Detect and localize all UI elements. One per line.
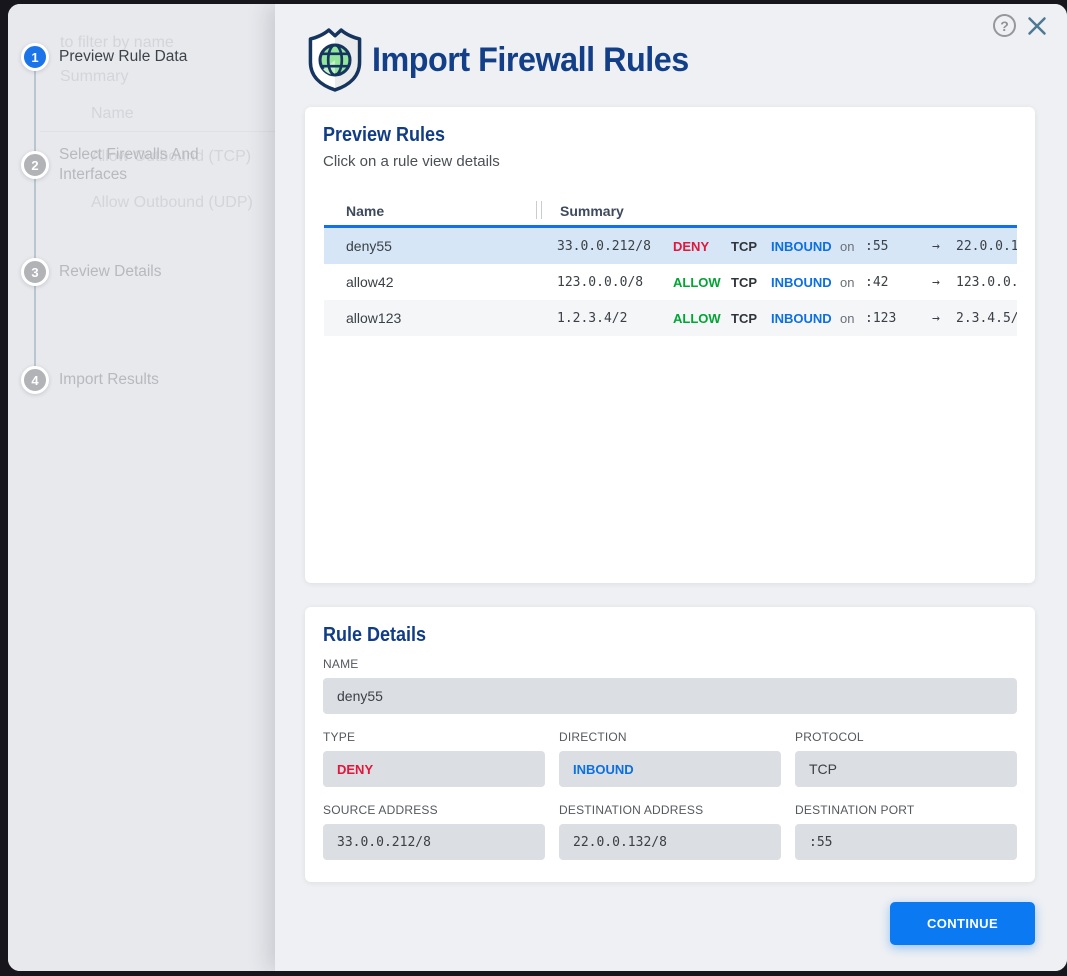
shield-globe-icon [308, 28, 362, 92]
source-address: 33.0.0.212/8 [557, 238, 651, 254]
step-number-badge: 2 [21, 151, 49, 180]
destination-address-field: 22.0.0.132/8 [559, 824, 781, 860]
rule-name: deny55 [346, 238, 392, 254]
step-label: Review Details [59, 262, 162, 280]
stepper-connector-line [34, 57, 36, 380]
rule-details-card: Rule Details NAME deny55 TYPE DENY DIREC… [305, 607, 1035, 882]
name-value: deny55 [337, 688, 383, 704]
action-badge: DENY [673, 238, 710, 254]
step-preview-rule-data[interactable]: 1 Preview Rule Data [21, 43, 187, 71]
ghost-text: Summary [60, 68, 129, 85]
step-review-details: 3 Review Details [21, 258, 162, 286]
rule-name: allow42 [346, 274, 394, 290]
direction: INBOUND [771, 238, 832, 254]
action-badge: ALLOW [673, 310, 721, 326]
name-field: deny55 [323, 678, 1017, 714]
on-text: on [840, 310, 855, 326]
destination-address-label: DESTINATION ADDRESS [559, 803, 704, 817]
destination-port-value: :55 [809, 834, 833, 850]
on-text: on [840, 274, 855, 290]
column-header-summary[interactable]: Summary [560, 203, 624, 219]
rule-row-allow123[interactable]: allow123 1.2.3.4/2 ALLOW TCP INBOUND on … [324, 300, 1017, 336]
step-number-badge: 3 [21, 258, 49, 286]
ghost-divider [40, 131, 275, 132]
step-number-badge: 4 [21, 366, 49, 394]
name-label: NAME [323, 657, 359, 671]
wizard-stepper-panel: to filter by name Summary Name Allow Out… [8, 4, 275, 971]
rules-table-header: Name Summary [324, 195, 1017, 228]
dialog-header: Import Firewall Rules [308, 28, 705, 92]
on-text: on [840, 238, 855, 254]
step-select-firewalls-and-interfaces: 2 Select Firewalls And Interfaces [21, 145, 239, 186]
rule-summary: 1.2.3.4/2 ALLOW TCP INBOUND on :123 → 2.… [557, 300, 1017, 336]
destination-port-label: DESTINATION PORT [795, 803, 915, 817]
column-resize-handle[interactable] [536, 201, 542, 219]
protocol: TCP [731, 310, 757, 326]
preview-rules-title: Preview Rules [323, 124, 446, 146]
ghost-text: Allow Outbound (TCP) [91, 148, 252, 165]
direction-label: DIRECTION [559, 730, 627, 744]
preview-rules-card: Preview Rules Click on a rule view detai… [305, 107, 1035, 583]
ghost-text: Allow Outbound (UDP) [91, 194, 253, 211]
type-label: TYPE [323, 730, 356, 744]
source-address: 123.0.0.0/8 [557, 274, 644, 290]
direction: INBOUND [771, 274, 832, 290]
ghost-text: to filter by name [60, 34, 174, 51]
step-label: Preview Rule Data [59, 47, 188, 65]
port: :123 [865, 310, 897, 326]
protocol-field: TCP [795, 751, 1017, 787]
destination-address-value: 22.0.0.132/8 [573, 834, 667, 850]
source-address-field: 33.0.0.212/8 [323, 824, 545, 860]
arrow-icon: → [932, 238, 940, 254]
source-address-value: 33.0.0.212/8 [337, 834, 431, 850]
destination-address: 22.0.0.132/8 [956, 238, 1017, 254]
question-glyph: ? [1000, 17, 1009, 34]
step-label: Select Firewalls And Interfaces [59, 146, 199, 184]
step-label: Import Results [59, 370, 159, 388]
rule-details-title: Rule Details [323, 624, 427, 646]
ghost-text: Name [91, 105, 134, 122]
arrow-icon: → [932, 310, 940, 326]
source-address: 1.2.3.4/2 [557, 310, 628, 326]
destination-address: 2.3.4.5/2 [956, 310, 1017, 326]
close-icon[interactable] [1026, 15, 1048, 37]
arrow-icon: → [932, 274, 940, 290]
protocol-label: PROTOCOL [795, 730, 864, 744]
direction: INBOUND [771, 310, 832, 326]
rule-summary: 33.0.0.212/8 DENY TCP INBOUND on :55 → 2… [557, 228, 1017, 264]
source-address-label: SOURCE ADDRESS [323, 803, 438, 817]
port: :42 [865, 274, 889, 290]
rule-row-allow42[interactable]: allow42 123.0.0.0/8 ALLOW TCP INBOUND on… [324, 264, 1017, 300]
step-number-badge: 1 [21, 43, 49, 71]
protocol: TCP [731, 274, 757, 290]
continue-button[interactable]: CONTINUE [890, 902, 1035, 945]
rule-row-deny55[interactable]: deny55 33.0.0.212/8 DENY TCP INBOUND on … [324, 228, 1017, 264]
column-header-name[interactable]: Name [346, 203, 385, 219]
protocol: TCP [731, 238, 757, 254]
help-icon[interactable]: ? [993, 14, 1016, 37]
import-firewall-rules-dialog: to filter by name Summary Name Allow Out… [8, 4, 1067, 971]
step-import-results: 4 Import Results [21, 366, 159, 394]
dialog-title: Import Firewall Rules [372, 40, 689, 79]
direction-value: INBOUND [573, 761, 634, 777]
dialog-main-panel: Import Firewall Rules ? Preview Rules Cl… [275, 4, 1067, 971]
action-badge: ALLOW [673, 274, 721, 290]
preview-rules-subtitle: Click on a rule view details [323, 153, 500, 170]
destination-port-field: :55 [795, 824, 1017, 860]
protocol-value: TCP [809, 761, 837, 777]
rule-name: allow123 [346, 310, 402, 326]
type-value: DENY [337, 761, 374, 777]
destination-address: 123.0.0.0/8 [956, 274, 1017, 290]
direction-field: INBOUND [559, 751, 781, 787]
type-field: DENY [323, 751, 545, 787]
rule-summary: 123.0.0.0/8 ALLOW TCP INBOUND on :42 → 1… [557, 264, 1017, 300]
table-header-underline [324, 225, 1017, 228]
port: :55 [865, 238, 889, 254]
